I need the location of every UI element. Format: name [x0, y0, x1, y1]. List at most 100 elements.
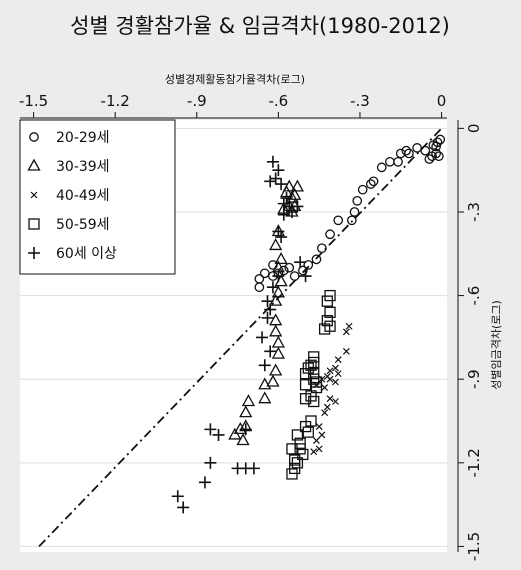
- data-point: [299, 393, 312, 405]
- data-point: [323, 403, 331, 411]
- data-point: [303, 260, 314, 270]
- legend-marker: [27, 158, 41, 171]
- data-point: [395, 148, 406, 159]
- data-point: [352, 195, 363, 206]
- data-point: [324, 306, 336, 318]
- legend-marker: [30, 191, 38, 199]
- data-point: [259, 268, 270, 279]
- data-point: [298, 265, 308, 276]
- data-point: [333, 215, 344, 226]
- data-point: [258, 377, 272, 390]
- y-tick-label: -1.5: [465, 532, 483, 561]
- data-point: [321, 409, 329, 417]
- data-point: [325, 229, 335, 240]
- data-point: [433, 151, 444, 162]
- data-point: [286, 468, 298, 480]
- x-tick-label: -.6: [269, 92, 289, 110]
- data-point: [428, 140, 439, 150]
- data-point: [264, 175, 277, 188]
- y-tick-label: -.6: [465, 286, 483, 306]
- y-tick-label: -1.2: [465, 448, 483, 477]
- data-point: [247, 462, 260, 475]
- legend-label: 20-29세: [56, 130, 110, 146]
- x-tick-label: -1.2: [101, 92, 130, 110]
- data-point: [264, 303, 277, 316]
- data-point: [198, 476, 211, 489]
- data-point: [258, 391, 272, 404]
- legend-marker: [28, 247, 40, 259]
- data-point: [291, 200, 304, 213]
- data-point: [284, 262, 295, 273]
- data-point: [236, 433, 250, 446]
- data-point: [171, 490, 184, 503]
- data-point: [285, 205, 298, 218]
- data-point: [269, 324, 283, 337]
- data-point: [365, 179, 376, 189]
- data-point: [272, 270, 285, 283]
- data-point: [342, 347, 350, 355]
- data-point: [290, 179, 305, 192]
- data-point: [228, 427, 242, 440]
- data-point: [289, 271, 300, 281]
- data-point: [261, 311, 274, 324]
- data-point: [271, 285, 285, 298]
- data-point: [241, 394, 256, 407]
- chart-title: 성별 경활참가율 & 임금격차(1980-2012): [70, 14, 450, 38]
- x-tick-label: 0: [437, 92, 447, 110]
- data-point: [427, 151, 437, 162]
- data-point: [318, 323, 331, 335]
- data-point: [254, 282, 265, 293]
- legend: 20-29세 30-39세 40-49세 50-59세 60세 이상: [19, 119, 176, 275]
- data-point: [424, 154, 435, 164]
- data-point: [204, 456, 217, 469]
- series-4: [171, 155, 312, 514]
- data-point: [310, 448, 318, 456]
- data-point: [239, 405, 253, 418]
- legend-label: 40-49세: [56, 188, 110, 204]
- data-point: [177, 501, 190, 514]
- data-point: [278, 265, 289, 276]
- data-point: [231, 462, 244, 475]
- data-point: [258, 359, 271, 372]
- data-point: [269, 293, 283, 306]
- data-point: [266, 281, 279, 294]
- data-points: [171, 134, 446, 514]
- x-axis-label: 성별경제활동참가율격차(로그): [165, 72, 305, 86]
- data-point: [233, 422, 247, 435]
- legend-label: 50-59세: [56, 217, 110, 233]
- data-point: [256, 331, 269, 344]
- data-point: [272, 164, 285, 177]
- data-point: [332, 378, 339, 386]
- data-point: [239, 423, 252, 436]
- data-point: [368, 176, 379, 187]
- legend-marker: [29, 132, 39, 142]
- data-point: [294, 256, 307, 269]
- data-point: [277, 208, 290, 221]
- data-point: [280, 192, 293, 205]
- data-point: [321, 384, 329, 391]
- data-point: [326, 395, 334, 403]
- y-tick-label: -.3: [465, 202, 483, 222]
- data-point: [349, 207, 360, 217]
- data-point: [291, 429, 304, 441]
- data-point: [277, 197, 290, 210]
- data-point: [272, 225, 285, 238]
- data-point: [376, 162, 387, 173]
- data-point: [345, 322, 353, 330]
- data-point: [269, 363, 283, 376]
- data-point: [412, 143, 422, 153]
- data-point: [326, 367, 334, 375]
- data-point: [321, 295, 333, 307]
- data-point: [286, 443, 298, 455]
- data-point: [302, 426, 314, 438]
- data-point: [357, 184, 368, 195]
- data-point: [326, 375, 334, 383]
- data-point: [346, 215, 357, 226]
- x-tick-label: -1.5: [19, 92, 48, 110]
- y-axis-label: 성별임금격차(로그): [490, 300, 503, 390]
- data-point: [275, 231, 288, 244]
- data-point: [274, 252, 288, 265]
- data-point: [435, 134, 446, 145]
- data-point: [315, 423, 323, 431]
- data-point: [332, 364, 339, 372]
